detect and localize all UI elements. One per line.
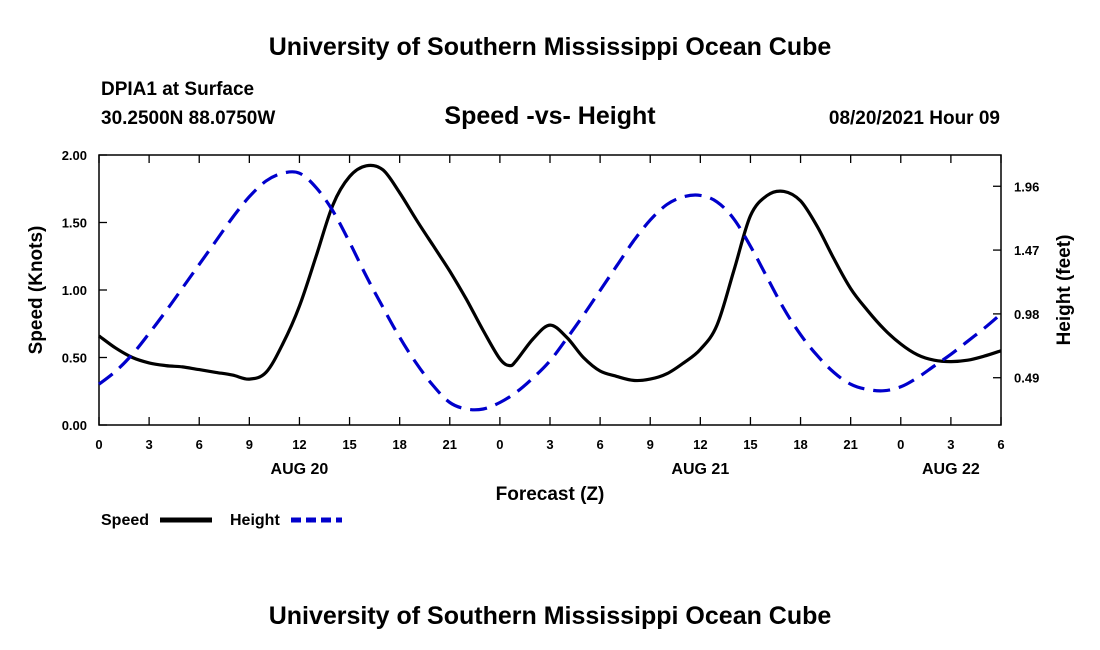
x-tick-label: 15: [342, 437, 356, 452]
legend-label-speed: Speed: [101, 512, 149, 529]
y-tick-label: 2.00: [62, 148, 87, 163]
x-tick-label: 15: [743, 437, 757, 452]
y-tick-label: 1.00: [62, 283, 87, 298]
day-labels: AUG 20 AUG 21 AUG 22: [271, 461, 980, 478]
x-axis-label: Forecast (Z): [496, 484, 605, 505]
day-label: AUG 21: [671, 461, 729, 478]
x-tick-label: 3: [546, 437, 553, 452]
x-tick-label: 3: [947, 437, 954, 452]
x-tick-label: 3: [145, 437, 152, 452]
day-label: AUG 20: [271, 461, 329, 478]
y2-axis-label: Height (feet): [1054, 235, 1075, 346]
x-tick-label: 6: [596, 437, 603, 452]
y-tick-label: 0.00: [62, 418, 87, 433]
series-lines: [98, 163, 1003, 412]
day-label: AUG 22: [922, 461, 980, 478]
y-tick-label: 0.50: [62, 351, 87, 366]
x-tick-label: 12: [693, 437, 707, 452]
x-tick-label: 12: [292, 437, 306, 452]
y2-tick-label: 0.98: [1014, 307, 1039, 322]
legend-label-height: Height: [230, 512, 280, 529]
chart-title: Speed -vs- Height: [444, 102, 656, 130]
x-tick-label: 21: [843, 437, 857, 452]
y2-tick-label: 0.49: [1014, 371, 1039, 386]
x-axis: 0 3 6 9 12 15 18 21 0 3 6 9 12 15 18 21 0 3 6: [95, 155, 1005, 452]
series-line-speed: [98, 163, 1002, 383]
x-tick-label: 18: [793, 437, 807, 452]
x-tick-label: 0: [95, 437, 102, 452]
plot-frame: [98, 154, 1002, 426]
footer-title: University of Southern Mississippi Ocean…: [269, 602, 832, 630]
y-axis-left: 0.00 0.50 1.00 1.50 2.00: [62, 148, 107, 433]
y-axis-right: 0.49 0.98 1.47 1.96: [993, 179, 1039, 386]
legend: Speed Height: [101, 512, 342, 529]
station-label: DPIA1 at Surface: [101, 79, 254, 100]
x-tick-label: 0: [897, 437, 904, 452]
page-title: University of Southern Mississippi Ocean…: [269, 33, 832, 61]
x-tick-label: 9: [647, 437, 654, 452]
x-tick-label: 9: [246, 437, 253, 452]
series-line-height: [98, 170, 1003, 412]
x-tick-label: 6: [196, 437, 203, 452]
x-tick-label: 18: [392, 437, 406, 452]
x-tick-label: 0: [496, 437, 503, 452]
y2-tick-label: 1.96: [1014, 179, 1039, 194]
x-tick-label: 21: [443, 437, 457, 452]
station-coords: 30.2500N 88.0750W: [101, 108, 275, 129]
x-tick-label: 6: [997, 437, 1004, 452]
y-tick-label: 1.50: [62, 216, 87, 231]
y-axis-label: Speed (Knots): [26, 226, 47, 355]
forecast-date: 08/20/2021 Hour 09: [829, 108, 1000, 129]
y2-tick-label: 1.47: [1014, 243, 1039, 258]
